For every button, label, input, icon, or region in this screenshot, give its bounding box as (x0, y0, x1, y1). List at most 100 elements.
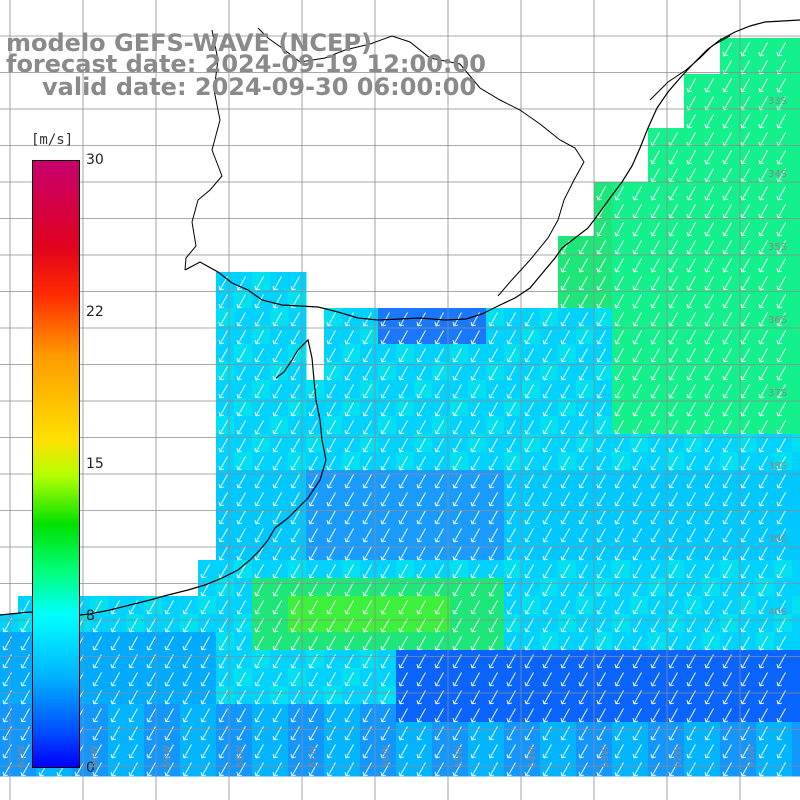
wind-arrow (380, 636, 390, 651)
wind-arrow (308, 492, 318, 507)
wind-arrow (182, 708, 192, 723)
wind-arrow (776, 708, 786, 723)
wind-arrow (380, 402, 390, 417)
wind-arrow (686, 744, 696, 759)
lon-label: 56W (381, 745, 392, 768)
wind-arrow (614, 564, 624, 579)
wind-arrow (488, 348, 498, 363)
wind-cell (792, 272, 800, 291)
wind-arrow (488, 546, 498, 561)
wind-arrow (506, 438, 516, 453)
wind-arrow (308, 762, 318, 777)
wind-arrow (452, 744, 462, 759)
wind-arrow (614, 186, 624, 201)
wind-arrow (380, 546, 390, 561)
wind-arrow (632, 438, 642, 453)
wind-arrow (488, 636, 498, 651)
wind-arrow (434, 744, 444, 759)
wind-arrow (542, 402, 552, 417)
wind-arrow (704, 762, 714, 777)
wind-arrow (254, 546, 264, 561)
wind-arrow (596, 294, 606, 309)
wind-arrow (704, 474, 714, 489)
wind-arrow (308, 708, 318, 723)
wind-arrow (326, 510, 336, 525)
wind-cell (792, 704, 800, 723)
wind-arrow (272, 366, 282, 381)
wind-arrow (488, 762, 498, 777)
wind-arrow (290, 330, 300, 345)
wind-arrow (524, 312, 534, 327)
wind-arrow (110, 636, 120, 651)
wind-arrow (434, 492, 444, 507)
wind-arrow (758, 708, 768, 723)
wind-arrow (776, 582, 786, 597)
wind-arrow (470, 492, 480, 507)
wind-arrow (416, 456, 426, 471)
wind-arrow (110, 726, 120, 741)
wind-arrow (272, 528, 282, 543)
wind-arrow (344, 510, 354, 525)
wind-arrow (776, 618, 786, 633)
wind-arrow (308, 636, 318, 651)
wind-arrow (254, 366, 264, 381)
wind-arrow (524, 564, 534, 579)
colorbar (32, 160, 80, 768)
wind-arrow (470, 420, 480, 435)
wind-arrow (542, 510, 552, 525)
wind-arrow (686, 384, 696, 399)
wind-arrow (596, 618, 606, 633)
wind-arrow (758, 438, 768, 453)
wind-arrow (326, 348, 336, 363)
wind-arrow (524, 402, 534, 417)
wind-arrow (290, 618, 300, 633)
wind-arrow (236, 528, 246, 543)
wind-arrow (704, 114, 714, 129)
wind-cell (792, 560, 800, 579)
wind-arrow (650, 258, 660, 273)
wind-arrow (452, 528, 462, 543)
wind-arrow (596, 726, 606, 741)
wind-cell (792, 308, 800, 327)
wind-arrow (722, 546, 732, 561)
wind-arrow (452, 582, 462, 597)
colorbar-tick-8: 8 (86, 608, 95, 624)
wind-arrow (164, 600, 174, 615)
wind-arrow (578, 348, 588, 363)
wind-arrow (470, 636, 480, 651)
wind-arrow (578, 276, 588, 291)
wind-arrow (236, 348, 246, 363)
wind-arrow (416, 762, 426, 777)
wind-arrow (614, 312, 624, 327)
wind-arrow (434, 582, 444, 597)
wind-arrow (596, 456, 606, 471)
wind-arrow (740, 402, 750, 417)
wind-cell (792, 254, 800, 273)
wind-arrow (650, 330, 660, 345)
wind-arrow (776, 600, 786, 615)
wind-arrow (758, 636, 768, 651)
wind-arrow (740, 114, 750, 129)
wind-arrow (704, 528, 714, 543)
wind-arrow (596, 672, 606, 687)
wind-arrow (722, 402, 732, 417)
wind-arrow (434, 618, 444, 633)
wind-arrow (488, 402, 498, 417)
wind-arrow (632, 672, 642, 687)
wind-arrow (614, 402, 624, 417)
wind-arrow (560, 492, 570, 507)
wind-arrow (578, 600, 588, 615)
wind-arrow (758, 186, 768, 201)
wind-arrow (164, 636, 174, 651)
wind-arrow (740, 384, 750, 399)
wind-arrow (200, 600, 210, 615)
wind-arrow (560, 672, 570, 687)
wind-arrow (488, 420, 498, 435)
wind-arrow (218, 312, 228, 327)
wind-arrow (560, 726, 570, 741)
wind-cell (792, 92, 800, 111)
wind-arrow (758, 78, 768, 93)
wind-arrow (578, 366, 588, 381)
wind-arrow (236, 744, 246, 759)
wind-arrow (452, 726, 462, 741)
